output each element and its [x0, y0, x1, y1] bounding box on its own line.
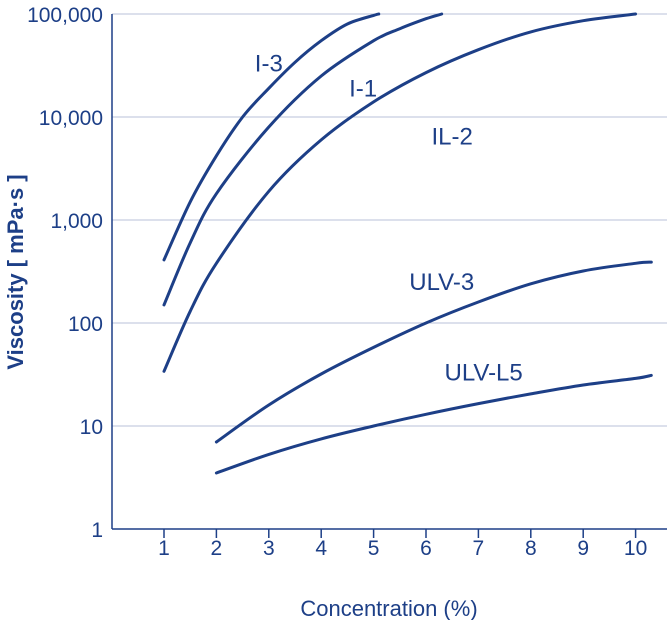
series-label-il-2: IL-2 — [432, 123, 473, 150]
x-tick-labels: 1 2 3 4 5 6 7 8 9 10 — [158, 529, 647, 560]
x-tick-label: 3 — [263, 537, 275, 560]
x-tick-label: 7 — [473, 537, 485, 560]
y-tick-label: 10,000 — [39, 107, 103, 130]
series-labels: I-3 I-1 IL-2 ULV-3 ULV-L5 — [255, 51, 523, 387]
x-tick-label: 5 — [368, 537, 380, 560]
x-tick-label: 10 — [624, 537, 647, 560]
series-line-il-2 — [162, 12, 638, 373]
grid-lines — [112, 13, 667, 427]
series-label-ulv-l5: ULV-L5 — [444, 360, 522, 387]
x-tick-label: 6 — [420, 537, 432, 560]
y-tick-label: 1,000 — [50, 210, 103, 233]
x-tick-label: 2 — [211, 537, 223, 560]
series-line-i-1 — [162, 12, 444, 307]
y-tick-labels: 1 10 100 1,000 10,000 100,000 — [27, 4, 103, 542]
y-tick-label: 100,000 — [27, 4, 103, 27]
x-tick-label: 9 — [577, 537, 589, 560]
series-lines — [162, 12, 653, 475]
y-axis-title: Viscosity [ mPa·s ] — [3, 174, 28, 369]
y-tick-label: 10 — [80, 416, 103, 439]
x-axis-title: Concentration (%) — [300, 596, 477, 620]
x-tick-label: 4 — [315, 537, 327, 560]
series-line-ulv-l5 — [214, 373, 653, 475]
y-tick-label: 1 — [91, 519, 103, 542]
series-label-i-3: I-3 — [255, 51, 283, 78]
series-label-ulv-3: ULV-3 — [409, 269, 474, 296]
y-tick-label: 100 — [68, 313, 103, 336]
series-line-i-3 — [162, 12, 381, 262]
series-label-i-1: I-1 — [349, 75, 377, 102]
series-line-ulv-3 — [214, 260, 653, 444]
x-tick-label: 1 — [158, 537, 170, 560]
x-tick-label: 8 — [525, 537, 537, 560]
axes — [111, 14, 667, 530]
